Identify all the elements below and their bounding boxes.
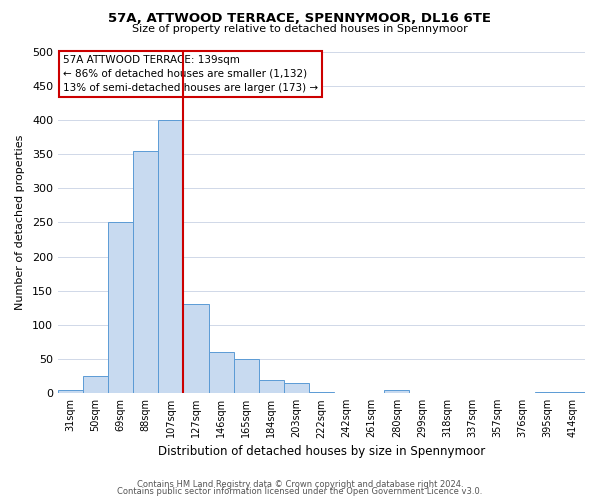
Text: Contains public sector information licensed under the Open Government Licence v3: Contains public sector information licen… xyxy=(118,488,482,496)
X-axis label: Distribution of detached houses by size in Spennymoor: Distribution of detached houses by size … xyxy=(158,444,485,458)
Bar xyxy=(560,392,585,393)
Bar xyxy=(209,352,233,393)
Bar xyxy=(535,392,560,393)
Y-axis label: Number of detached properties: Number of detached properties xyxy=(15,134,25,310)
Bar xyxy=(309,392,334,393)
Text: Contains HM Land Registry data © Crown copyright and database right 2024.: Contains HM Land Registry data © Crown c… xyxy=(137,480,463,489)
Bar xyxy=(233,359,259,393)
Text: 57A ATTWOOD TERRACE: 139sqm
← 86% of detached houses are smaller (1,132)
13% of : 57A ATTWOOD TERRACE: 139sqm ← 86% of det… xyxy=(63,55,319,93)
Bar xyxy=(158,120,184,393)
Text: 57A, ATTWOOD TERRACE, SPENNYMOOR, DL16 6TE: 57A, ATTWOOD TERRACE, SPENNYMOOR, DL16 6… xyxy=(109,12,491,26)
Bar xyxy=(58,390,83,393)
Bar xyxy=(184,304,209,393)
Bar xyxy=(284,383,309,393)
Bar xyxy=(259,380,284,393)
Bar xyxy=(108,222,133,393)
Bar xyxy=(83,376,108,393)
Text: Size of property relative to detached houses in Spennymoor: Size of property relative to detached ho… xyxy=(132,24,468,34)
Bar xyxy=(384,390,409,393)
Bar xyxy=(133,150,158,393)
